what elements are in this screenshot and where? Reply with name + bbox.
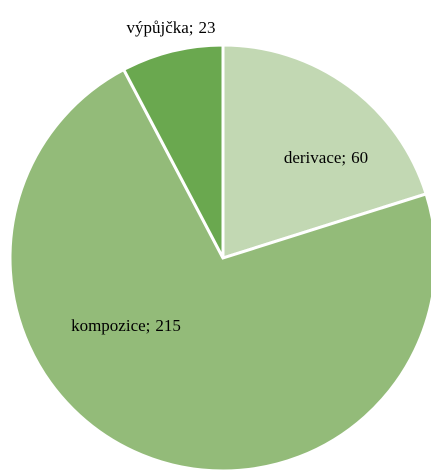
slice-label-category: výpůjčka [126, 18, 189, 37]
slice-label-separator: ; [189, 18, 194, 37]
slice-label: kompozice; 215 [71, 316, 181, 335]
slice-label-separator: ; [146, 316, 151, 335]
slice-label-separator: ; [341, 148, 346, 167]
slice-label-category: kompozice [71, 316, 146, 335]
pie-slice [221, 43, 429, 261]
slice-label-value: 215 [155, 316, 181, 335]
slice-label: výpůjčka; 23 [126, 18, 215, 37]
pie-slice [8, 67, 431, 470]
slice-label-value: 60 [351, 148, 368, 167]
slice-label: derivace; 60 [284, 148, 368, 167]
pie-slice [121, 43, 225, 259]
slice-label-value: 23 [199, 18, 216, 37]
slice-label-category: derivace [284, 148, 342, 167]
